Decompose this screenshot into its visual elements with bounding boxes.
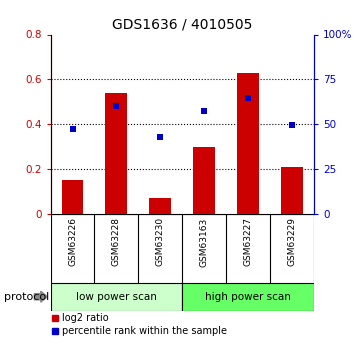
Point <box>70 126 75 131</box>
Bar <box>105 93 127 214</box>
Text: GSM63226: GSM63226 <box>68 217 77 266</box>
Point <box>157 134 163 139</box>
Text: high power scan: high power scan <box>205 292 291 302</box>
Title: GDS1636 / 4010505: GDS1636 / 4010505 <box>112 18 252 32</box>
Bar <box>182 283 314 310</box>
Text: low power scan: low power scan <box>76 292 157 302</box>
Point <box>245 96 251 101</box>
Point <box>113 104 119 109</box>
Bar <box>237 73 259 214</box>
Bar <box>149 198 171 214</box>
Text: protocol: protocol <box>4 292 49 302</box>
Bar <box>281 167 303 214</box>
Bar <box>61 180 83 214</box>
Text: GSM63163: GSM63163 <box>200 217 209 267</box>
Text: GSM63227: GSM63227 <box>244 217 253 266</box>
Text: GSM63228: GSM63228 <box>112 217 121 266</box>
Text: GSM63230: GSM63230 <box>156 217 165 266</box>
Point <box>201 108 207 114</box>
Text: GSM63229: GSM63229 <box>288 217 297 266</box>
Point <box>289 122 295 128</box>
Legend: log2 ratio, percentile rank within the sample: log2 ratio, percentile rank within the s… <box>48 309 231 340</box>
Bar <box>193 147 215 214</box>
Bar <box>51 283 182 310</box>
